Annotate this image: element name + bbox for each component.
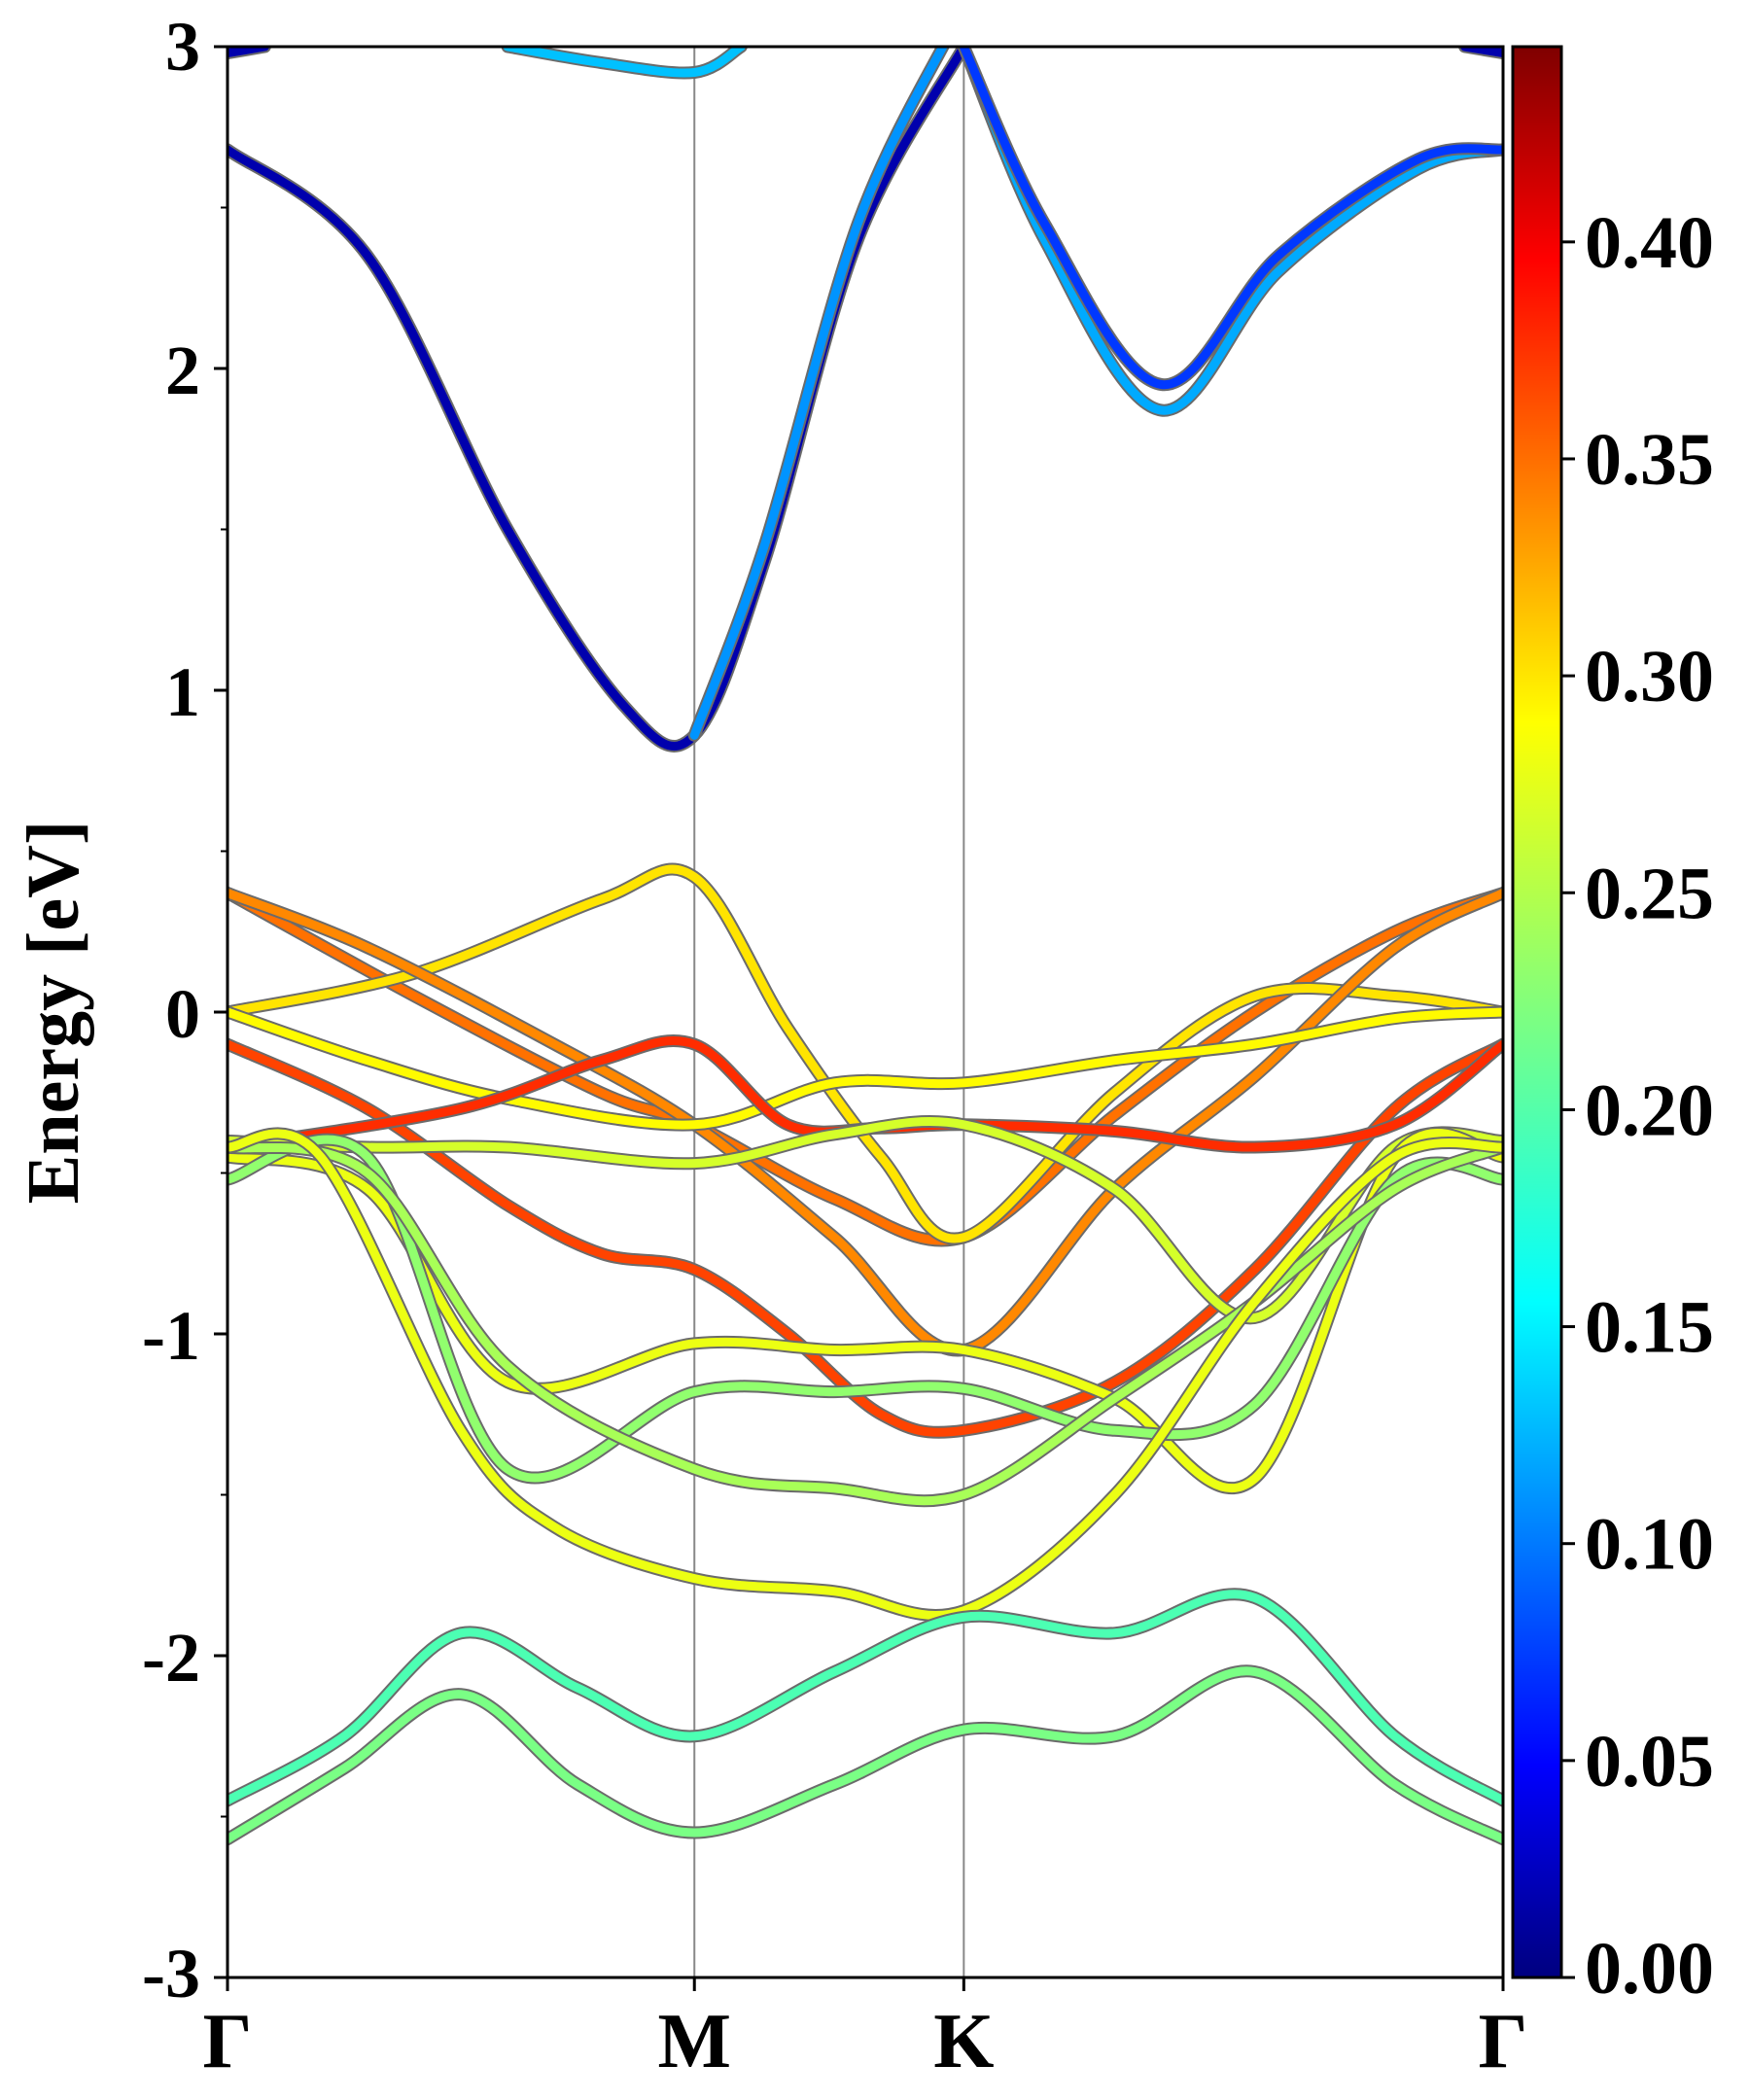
colorbar-ticks: 0.00 0.05 0.10 0.15 0.20 0.25 0.30 0.35 0.40 (1561, 202, 1714, 2010)
band-outline (228, 1005, 1503, 1132)
band-line (228, 889, 1503, 1245)
band-line (228, 1135, 1503, 1483)
x-tick-label: M (657, 1999, 731, 2084)
band-line (228, 1129, 1503, 1620)
x-tick-label: K (933, 1999, 994, 2084)
y-tick-label: -1 (142, 1297, 200, 1375)
y-axis-ticks: 3 2 1 0 -1 -2 -3 (142, 8, 228, 2012)
band-line (228, 1007, 1503, 1130)
band-outline (228, 47, 970, 752)
colorbar (1511, 45, 1563, 1979)
y-tick-label: -2 (142, 1619, 200, 1697)
colorbar-tick-label: 0.05 (1585, 1721, 1714, 1802)
y-tick-label: 0 (165, 975, 200, 1053)
colorbar-tick-label: 0.35 (1585, 419, 1714, 501)
band-line (503, 47, 746, 78)
band-line (228, 1666, 1503, 1844)
y-tick-label: -3 (142, 1935, 200, 2012)
colorbar-tick-label: 0.20 (1585, 1069, 1714, 1151)
colorbar-tick-label: 0.30 (1585, 636, 1714, 718)
band-outline (228, 1664, 1503, 1846)
colorbar-tick-label: 0.40 (1585, 202, 1714, 284)
band-line (228, 889, 1503, 1355)
colorbar-tick-label: 0.25 (1585, 853, 1714, 934)
band-outline (228, 887, 1503, 1247)
bands (228, 47, 1503, 1846)
x-tick-label: Γ (203, 1999, 253, 2084)
y-tick-label: 3 (165, 8, 200, 86)
colorbar-tick-label: 0.00 (1585, 1928, 1714, 2010)
band-outline (228, 862, 1503, 1245)
band-outline (228, 1133, 1503, 1485)
x-tick-label: Γ (1479, 1999, 1528, 2084)
band-line (228, 864, 1503, 1243)
band-line (689, 47, 948, 740)
colorbar-tick-label: 0.10 (1585, 1504, 1714, 1586)
high-symmetry-lines (693, 47, 965, 1978)
band-line (228, 1129, 1503, 1493)
band-line (228, 1142, 1503, 1506)
y-tick-label: 1 (165, 653, 200, 731)
band-line (228, 1590, 1503, 1805)
band-line (228, 47, 968, 751)
y-axis-label: Energy [eV] (13, 821, 94, 1205)
band-line (959, 47, 1503, 390)
colorbar-tick-label: 0.15 (1585, 1287, 1714, 1369)
y-tick-label: 2 (165, 332, 200, 409)
